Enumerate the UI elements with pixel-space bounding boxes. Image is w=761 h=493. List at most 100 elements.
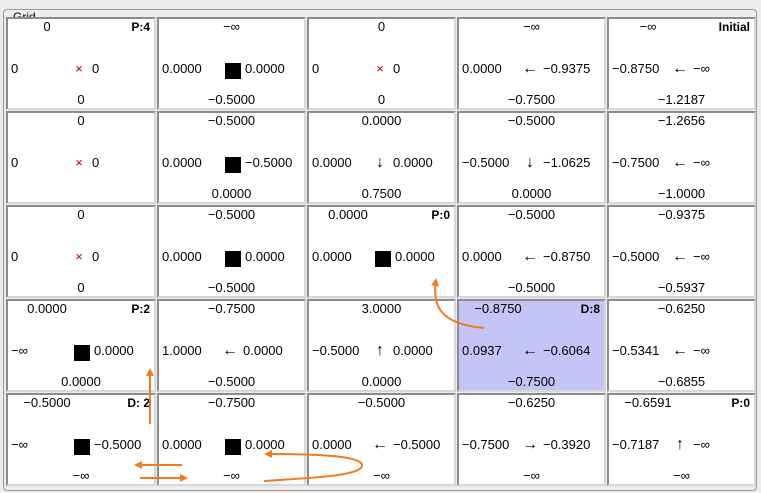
cell-left-value: −0.5341 [612, 343, 660, 358]
grid-cell-r1-c1[interactable]: −0.5000 0.0000 0.0000 −0.5000 [157, 111, 306, 204]
cell-bottom-value: 0.7500 [361, 186, 402, 201]
cell-right-value: 0 [393, 61, 401, 76]
grid-cell-r2-c4[interactable]: −0.9375 −0.5937 −0.5000 −∞ ← [607, 205, 756, 298]
grid-cell-r1-c3[interactable]: −0.5000 0.0000 −0.5000 −1.0625 ↓ [457, 111, 606, 204]
cell-right-value: 0.0000 [245, 437, 285, 452]
cell-left-value: 0.0000 [312, 437, 352, 452]
cell-top-value: 0 [77, 207, 85, 222]
cell-right-value: 0 [92, 249, 100, 264]
cell-corner-label: P:0 [731, 396, 750, 410]
grid-cell-r2-c1[interactable]: −0.5000 −0.5000 0.0000 0.0000 [157, 205, 306, 298]
grid-cell-r2-c2[interactable]: 0.0000 0.0000 0.0000 P:0 [307, 205, 456, 298]
left-arrow-icon: ← [522, 342, 538, 359]
grid-cell-r3-c4[interactable]: −0.6250 −0.6855 −0.5341 −∞ ← [607, 299, 756, 392]
cell-corner-label: D:8 [580, 302, 600, 316]
grid-cell-r0-c1[interactable]: −∞ −0.5000 0.0000 0.0000 [157, 17, 306, 110]
grid-cell-r2-c3[interactable]: −0.5000 −0.5000 0.0000 −0.8750 ← [457, 205, 606, 298]
cell-top-value: −0.5000 [507, 113, 556, 128]
cell-left-value: 0.0000 [462, 61, 502, 76]
cell-bottom-value: 0 [377, 92, 386, 107]
grid-cell-r2-c0[interactable]: 0 0 0 0 × [6, 205, 156, 298]
wall-block [225, 157, 241, 173]
grid-cell-r1-c0[interactable]: 0 0 0 × [6, 111, 156, 204]
cell-right-value: 0 [92, 61, 100, 76]
grid-cell-r4-c3[interactable]: −0.6250 −∞ −0.7500 −0.3920 → [457, 393, 606, 486]
left-arrow-icon: ← [222, 342, 238, 359]
cell-left-value: 0.0000 [162, 249, 202, 264]
cell-left-value: −∞ [11, 343, 28, 358]
cell-bottom-value: −0.5000 [507, 280, 556, 295]
left-arrow-icon: ← [672, 154, 688, 171]
grid-cell-r1-c4[interactable]: −1.2656 −1.0000 −0.7500 −∞ ← [607, 111, 756, 204]
cell-top-value: −0.5000 [23, 395, 71, 410]
cell-bottom-value: −∞ [373, 468, 390, 483]
wall-block [74, 345, 90, 361]
cell-right-value: 0.0000 [393, 343, 433, 358]
grid-cell-r0-c2[interactable]: 0 0 0 0 × [307, 17, 456, 110]
grid-cell-r4-c1[interactable]: −0.7500 −∞ 0.0000 0.0000 [157, 393, 306, 486]
cell-top-value: 0.0000 [328, 207, 368, 222]
wall-block [225, 251, 241, 267]
grid-cell-r1-c2[interactable]: 0.0000 0.7500 0.0000 0.0000 ↓ [307, 111, 456, 204]
cell-bottom-value: 0.0000 [511, 186, 552, 201]
cell-right-value: −0.6064 [543, 343, 591, 358]
cell-bottom-value: 0.0000 [61, 374, 101, 389]
down-arrow-icon: ↓ [376, 154, 384, 171]
grid-cell-r3-c0[interactable]: 0.0000 0.0000 −∞ 0.0000 P:2 [6, 299, 156, 392]
cell-right-value: −0.5000 [245, 155, 293, 170]
cell-left-value: 0.0000 [312, 249, 352, 264]
cell-top-value: −0.6250 [657, 301, 706, 316]
grid-cell-r4-c4[interactable]: −0.6591 −∞ −0.7187 −∞ ↑ P:0 [607, 393, 756, 486]
cell-top-value: 3.0000 [361, 301, 402, 316]
grid-cell-r3-c3[interactable]: −0.8750 −0.7500 0.0937 −0.6064 ← D:8 [457, 299, 606, 392]
cell-bottom-value: −0.5937 [657, 280, 706, 295]
grid-cell-r0-c0[interactable]: 0 0 0 0 × P:4 [6, 17, 156, 110]
grid-cell-r0-c4[interactable]: −∞ −1.2187 −0.8750 −∞ ← Initial [607, 17, 756, 110]
grid-cell-r3-c1[interactable]: −0.7500 −0.5000 1.0000 0.0000 ← [157, 299, 306, 392]
cell-bottom-value: 0 [77, 92, 85, 107]
cell-right-value: 0.0000 [245, 249, 285, 264]
grid-cell-r3-c2[interactable]: 3.0000 0.0000 −0.5000 0.0000 ↑ [307, 299, 456, 392]
cell-left-value: 0 [11, 61, 19, 76]
wall-block [225, 63, 241, 79]
cell-right-value: 0.0000 [243, 343, 283, 358]
cell-top-value: −0.9375 [657, 207, 706, 222]
cell-right-value: 0.0000 [94, 343, 134, 358]
cell-right-value: 0.0000 [393, 155, 433, 170]
cell-bottom-value: −∞ [523, 468, 540, 483]
grid-cell-r0-c3[interactable]: −∞ −0.7500 0.0000 −0.9375 ← [457, 17, 606, 110]
cell-corner-label: P:0 [431, 208, 450, 222]
grid-cell-r4-c0[interactable]: −0.5000 −∞ −∞ −0.5000 D: 2 [6, 393, 156, 486]
cell-top-value: 0.0000 [27, 301, 67, 316]
cell-bottom-value: 0 [77, 280, 85, 295]
cell-top-value: 0 [377, 19, 386, 34]
cell-right-value: −0.5000 [393, 437, 441, 452]
cell-top-value: 0.0000 [361, 113, 402, 128]
grid-cell-r4-c2[interactable]: −0.5000 −∞ 0.0000 −0.5000 ← [307, 393, 456, 486]
cell-bottom-value: −0.5000 [207, 92, 256, 107]
cell-bottom-value: −∞ [72, 468, 90, 483]
cell-left-value: −0.7500 [612, 155, 660, 170]
terminal-x-icon: × [75, 249, 83, 264]
cell-right-value: −0.5000 [94, 437, 142, 452]
wall-block [74, 439, 90, 455]
cell-left-value: 0.0000 [462, 249, 502, 264]
cell-top-value: 0 [43, 19, 51, 34]
cell-right-value: −∞ [693, 61, 710, 76]
cell-left-value: 0.0000 [162, 437, 202, 452]
cell-bottom-value: 0.0000 [211, 186, 252, 201]
cell-right-value: 0.0000 [245, 61, 285, 76]
cell-left-value: −0.8750 [612, 61, 660, 76]
cell-right-value: 0 [92, 155, 100, 170]
cell-right-value: −0.3920 [543, 437, 591, 452]
cell-corner-label: P:4 [131, 20, 150, 34]
cell-corner-label: P:2 [131, 302, 150, 316]
cell-top-value: −∞ [639, 19, 657, 34]
cell-top-value: −0.5000 [207, 113, 256, 128]
cell-bottom-value: −0.5000 [207, 280, 256, 295]
cell-top-value: −0.8750 [474, 301, 522, 316]
cell-right-value: −∞ [693, 343, 710, 358]
down-arrow-icon: ↓ [526, 154, 534, 171]
cell-left-value: 1.0000 [162, 343, 202, 358]
wall-block [225, 439, 241, 455]
